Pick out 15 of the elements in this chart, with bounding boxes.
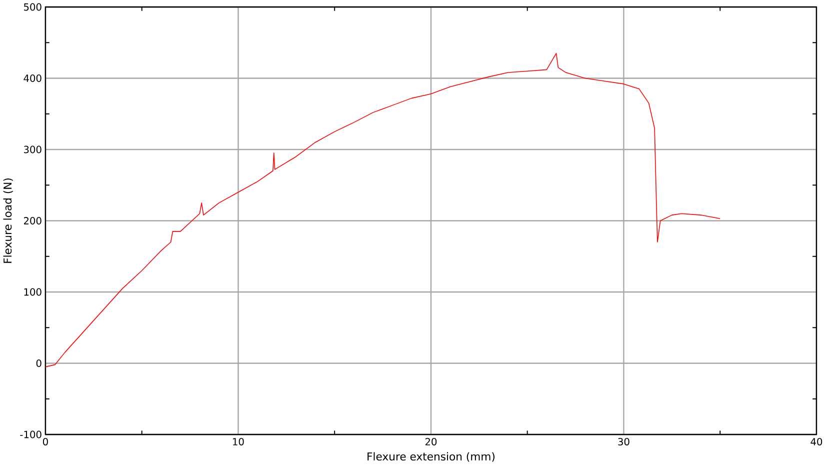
x-tick-label: 30 (618, 438, 630, 446)
y-tick-label: 400 (24, 74, 42, 82)
y-tick-label: 200 (24, 216, 42, 224)
y-tick-label: 0 (36, 359, 42, 367)
x-tick-label: 20 (425, 438, 437, 446)
y-axis-title: Flexure load (N) (3, 178, 13, 263)
y-tick-label: 500 (24, 3, 42, 11)
x-tick-label: 40 (810, 438, 822, 446)
y-tick-label: -100 (20, 430, 42, 438)
y-tick-label: 300 (24, 146, 42, 154)
x-tick-label: 0 (42, 438, 48, 446)
x-axis-title: Flexure extension (mm) (368, 452, 494, 462)
x-tick-label: 10 (233, 438, 244, 446)
line-series (45, 52, 720, 368)
y-tick-label: 100 (24, 288, 42, 296)
